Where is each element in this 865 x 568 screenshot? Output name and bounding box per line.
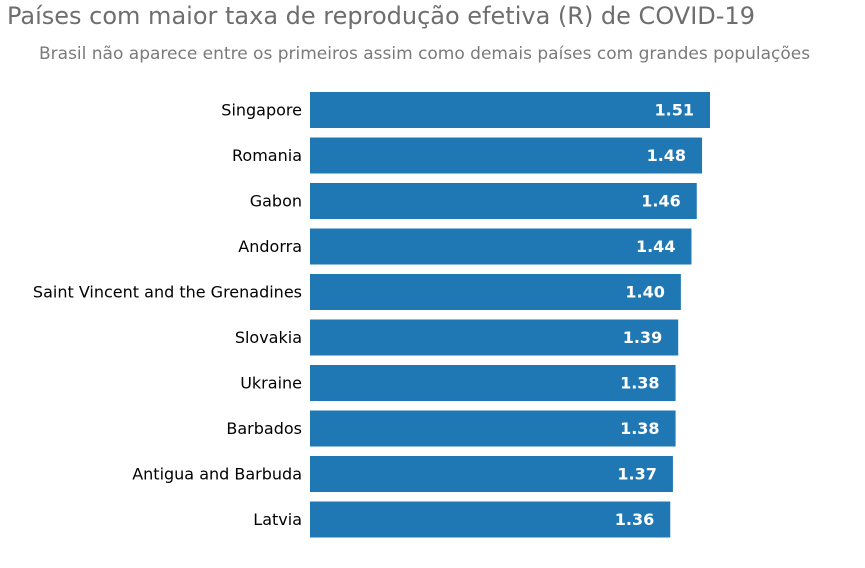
category-label: Romania: [232, 146, 302, 165]
bar-ukraine: [310, 365, 676, 401]
chart-title: Países com maior taxa de reprodução efet…: [7, 2, 755, 30]
bar-gabon: [310, 183, 697, 219]
bar-antigua-and-barbuda: [310, 456, 673, 492]
value-label: 1.38: [620, 374, 659, 393]
value-label: 1.51: [655, 101, 694, 120]
category-label: Saint Vincent and the Grenadines: [33, 283, 302, 302]
category-label: Slovakia: [235, 328, 302, 347]
bar-saint-vincent-and-the-grenadines: [310, 274, 681, 310]
value-label: 1.38: [620, 419, 659, 438]
bar-romania: [310, 137, 703, 174]
value-label: 1.40: [625, 283, 664, 302]
category-label: Gabon: [250, 192, 302, 211]
bar-slovakia: [310, 319, 679, 356]
bar-andorra: [310, 228, 692, 265]
category-label: Ukraine: [240, 374, 302, 393]
category-label: Latvia: [253, 510, 302, 529]
bar-singapore: [310, 92, 710, 128]
category-label: Antigua and Barbuda: [132, 465, 302, 484]
value-label: 1.39: [623, 328, 662, 347]
value-label: 1.46: [641, 192, 680, 211]
chart-subtitle: Brasil não aparece entre os primeiros as…: [39, 44, 811, 64]
value-label: 1.37: [617, 465, 656, 484]
bar-barbados: [310, 410, 676, 447]
value-label: 1.36: [615, 510, 654, 529]
category-label: Andorra: [238, 237, 302, 256]
bar-latvia: [310, 501, 671, 538]
category-label: Barbados: [226, 419, 302, 438]
value-label: 1.48: [647, 146, 686, 165]
value-label: 1.44: [636, 237, 675, 256]
category-label: Singapore: [221, 101, 302, 120]
